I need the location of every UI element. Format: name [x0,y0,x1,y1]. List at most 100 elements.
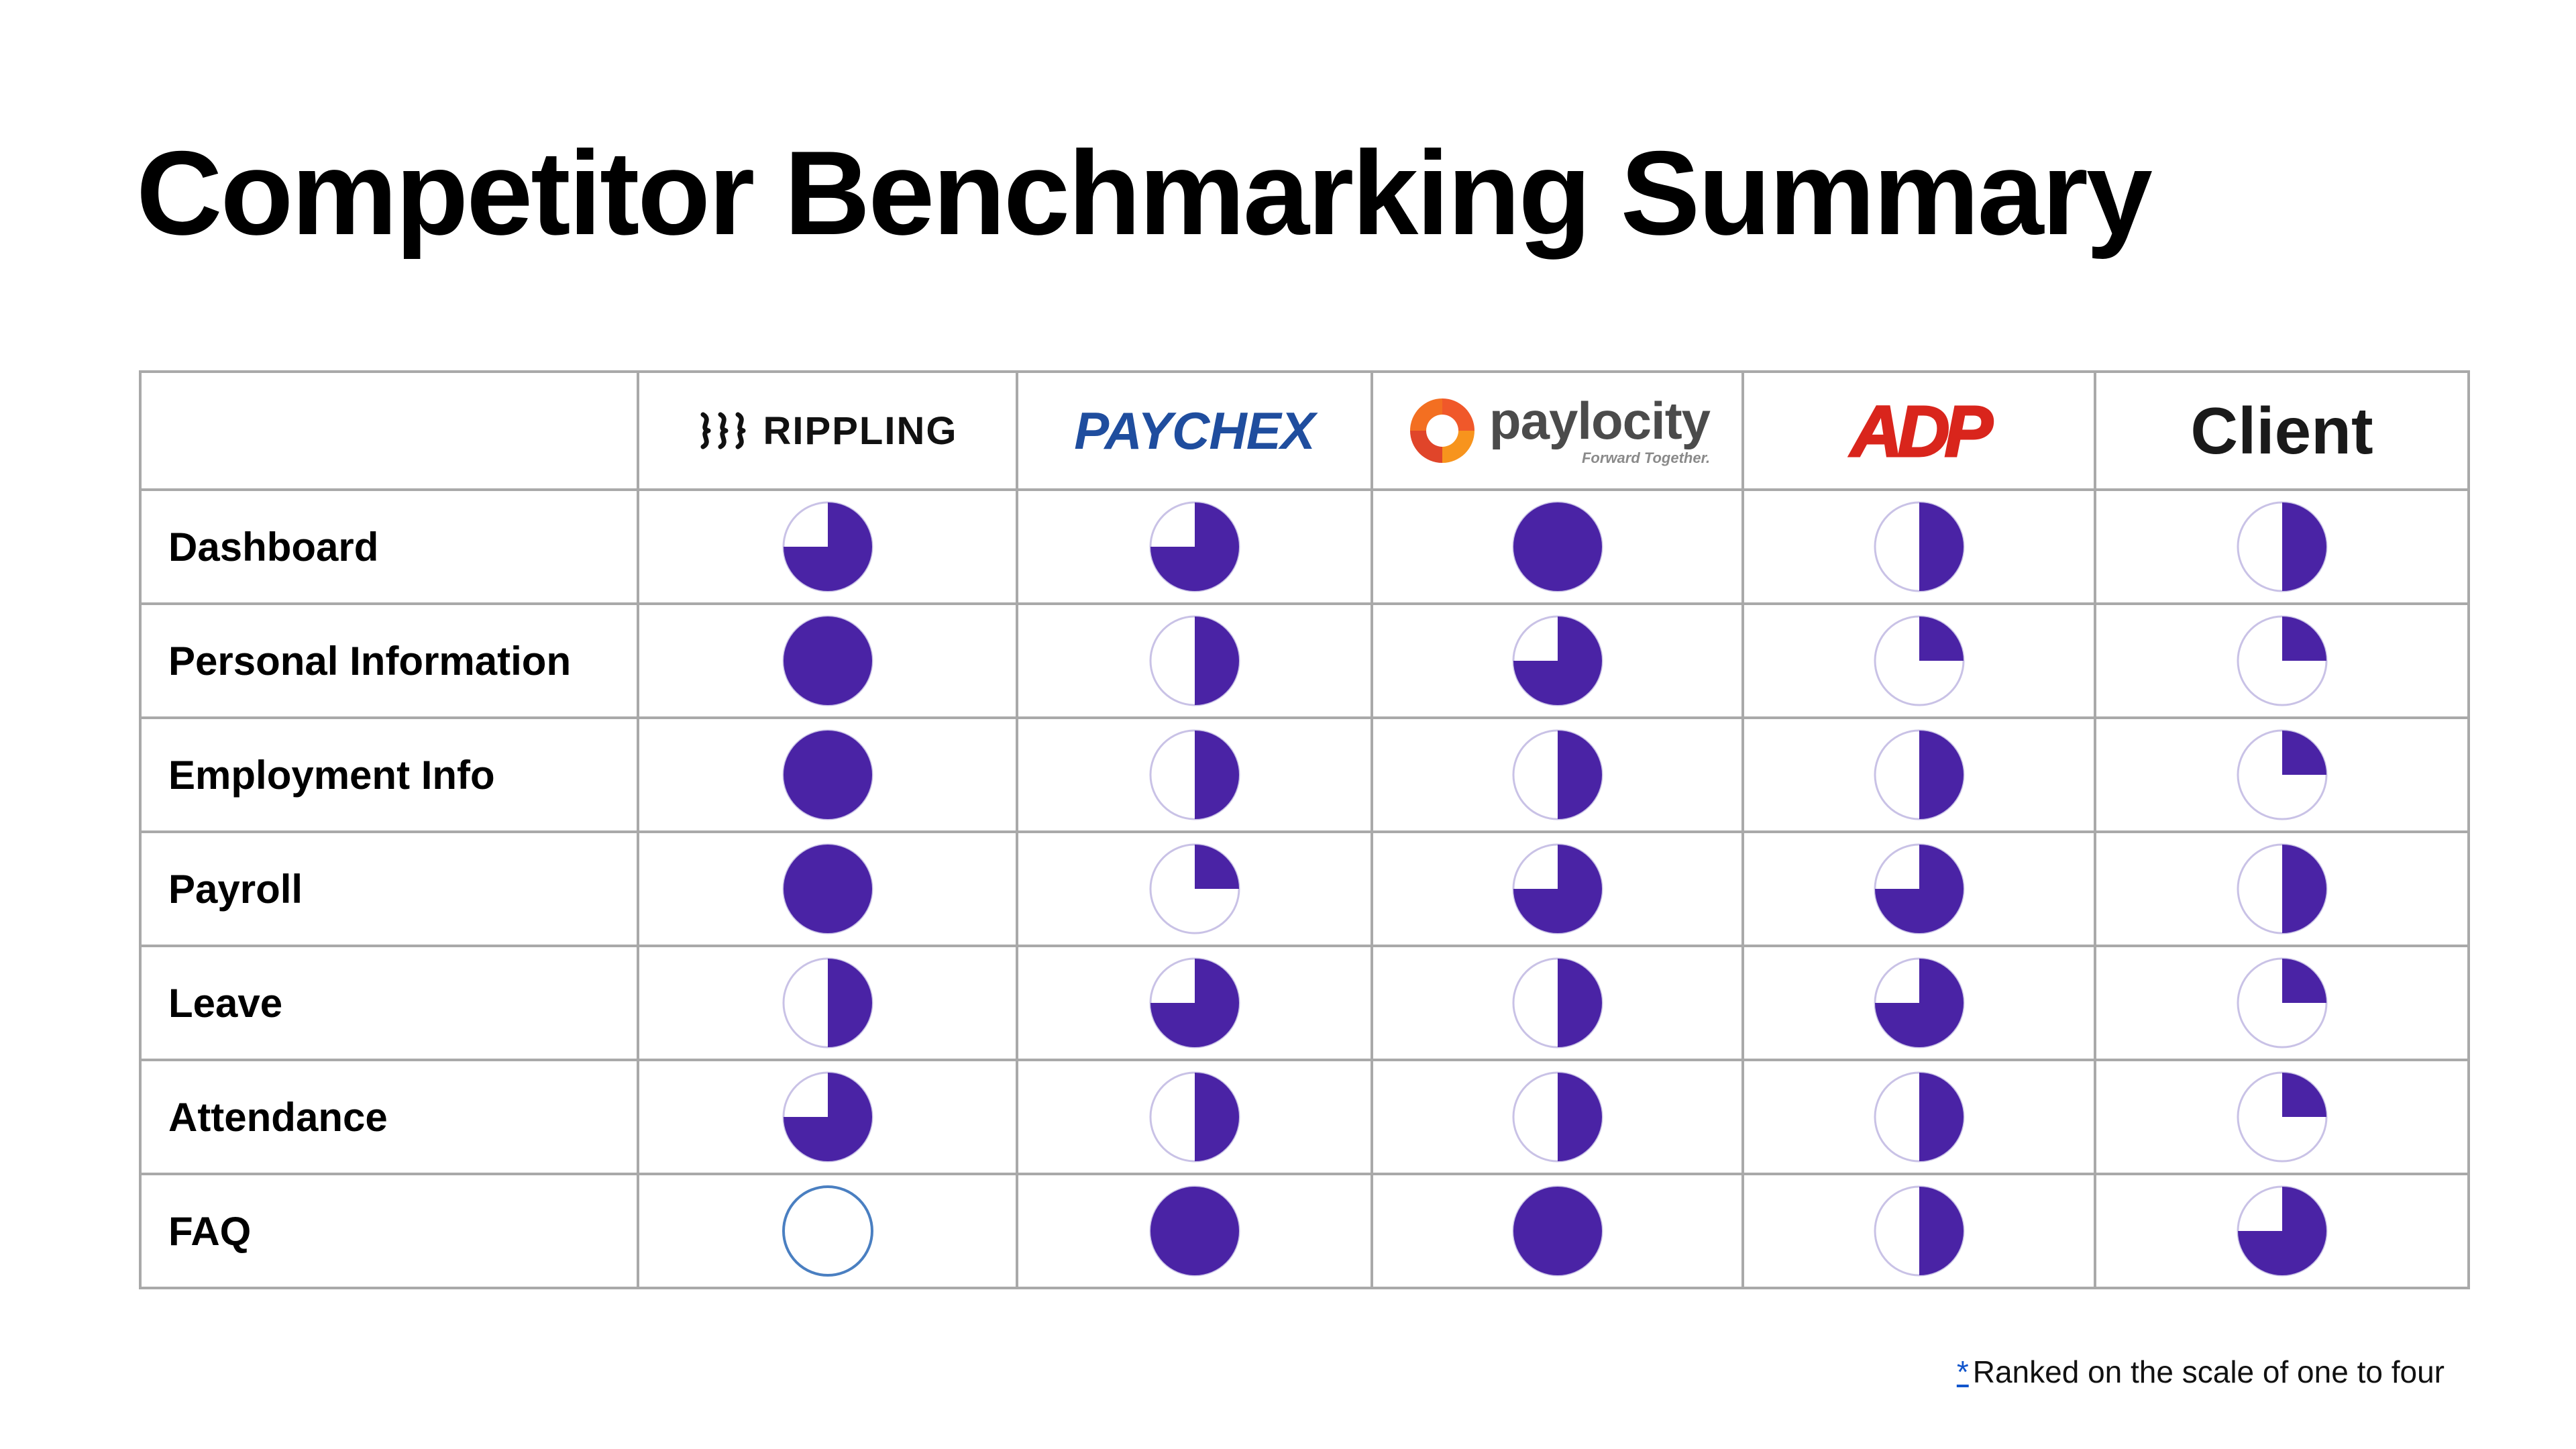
harvey-ball-icon [1874,1185,1964,1277]
col-header-paylocity: paylocity Forward Together. [1371,370,1744,491]
harvey-ball-fill [2237,1187,2326,1275]
harvey-ball-icon [2237,615,2327,706]
score-cell-rippling [637,1173,1018,1289]
harvey-ball-fill [1919,502,1964,591]
table-row: Employment Info [139,716,2470,833]
table-row: FAQ [139,1173,2470,1289]
score-cell-rippling [637,716,1018,833]
score-cell-paylocity [1371,1059,1744,1175]
score-cell-paychex [1016,830,1373,947]
rippling-logo-text: RIPPLING [763,409,958,453]
harvey-ball-icon [1149,957,1240,1049]
harvey-ball-icon [1512,1071,1603,1163]
score-cell-client [2094,1173,2470,1289]
harvey-ball-icon [1874,501,1964,592]
score-cell-paychex [1016,602,1373,719]
table-row: Leave [139,945,2470,1061]
harvey-ball-fill [827,959,872,1047]
paylocity-logo: paylocity Forward Together. [1405,391,1711,468]
harvey-ball-icon [2237,1071,2327,1163]
harvey-ball-icon [1149,843,1240,934]
score-cell-client [2094,945,2470,1061]
client-column-label: Client [2190,393,2373,468]
score-cell-rippling [637,488,1018,605]
harvey-ball-fill [1874,959,1964,1047]
harvey-ball-fill [1150,959,1239,1047]
score-cell-rippling [637,602,1018,719]
harvey-ball-fill [783,502,872,591]
table-row: Attendance [139,1059,2470,1175]
harvey-ball-fill [2282,845,2326,933]
harvey-ball-fill [783,616,872,705]
harvey-ball-icon [782,501,873,592]
score-cell-client [2094,488,2470,605]
harvey-ball-icon [1874,729,1964,820]
harvey-ball-icon [1149,729,1240,820]
harvey-ball-icon [1149,501,1240,592]
harvey-ball-fill [1150,1187,1239,1275]
harvey-ball-icon [2237,1185,2327,1277]
harvey-ball-outline [782,1185,873,1277]
harvey-ball-icon [782,615,873,706]
paylocity-logo-text: paylocity [1489,391,1711,450]
harvey-ball-icon [1874,957,1964,1049]
harvey-ball-fill [1557,731,1602,819]
paylocity-tagline: Forward Together. [1581,449,1711,466]
harvey-ball-fill [1874,845,1964,933]
harvey-ball-fill [783,845,872,933]
harvey-ball-icon [1512,957,1603,1049]
harvey-ball-icon [782,729,873,820]
benchmark-table: RIPPLING PAYCHEX paylocity [139,370,2470,1289]
harvey-ball-icon [1512,1185,1603,1277]
harvey-ball-fill [1194,1073,1239,1161]
score-cell-rippling [637,830,1018,947]
paylocity-logo-icon [1409,398,1474,463]
harvey-ball-icon [1874,1071,1964,1163]
harvey-ball-fill [1513,616,1602,705]
col-header-client: Client [2094,370,2470,491]
harvey-ball-fill [1557,959,1602,1047]
score-cell-paylocity [1371,830,1744,947]
score-cell-paylocity [1371,602,1744,719]
harvey-ball-icon [782,1185,873,1277]
header-row: RIPPLING PAYCHEX paylocity [139,370,2470,491]
slide-title: Competitor Benchmarking Summary [136,126,2153,260]
harvey-ball-icon [1874,843,1964,934]
harvey-ball-fill [2282,1073,2326,1117]
harvey-ball-fill [1919,1187,1964,1275]
score-cell-paychex [1016,1059,1373,1175]
harvey-ball-icon [1149,1071,1240,1163]
harvey-ball-icon [1512,501,1603,592]
harvey-ball-icon [1512,729,1603,820]
harvey-ball-fill [1194,845,1239,889]
harvey-ball-fill [1150,502,1239,591]
harvey-ball-fill [1919,1073,1964,1161]
harvey-ball-fill [1194,731,1239,819]
paychex-logo: PAYCHEX [1074,400,1316,462]
col-header-rippling: RIPPLING [637,370,1018,491]
harvey-ball-icon [1874,615,1964,706]
score-cell-paychex [1016,945,1373,1061]
header-empty-cell [139,370,639,491]
harvey-ball-fill [1557,1073,1602,1161]
adp-logo: ADP [1849,389,1994,473]
harvey-ball-fill [783,1073,872,1161]
score-cell-client [2094,716,2470,833]
score-cell-rippling [637,1059,1018,1175]
score-cell-paylocity [1371,1173,1744,1289]
score-cell-adp [1741,945,2096,1061]
harvey-ball-icon [1512,843,1603,934]
harvey-ball-fill [1194,616,1239,705]
score-cell-adp [1741,1059,2096,1175]
harvey-ball-fill [1513,502,1602,591]
col-header-adp: ADP [1741,370,2096,491]
harvey-ball-fill [1513,1187,1602,1275]
score-cell-client [2094,830,2470,947]
score-cell-paychex [1016,716,1373,833]
harvey-ball-fill [2282,616,2326,661]
footnote-marker[interactable]: * [1956,1354,1969,1389]
harvey-ball-icon [782,957,873,1049]
row-label: FAQ [139,1173,639,1289]
score-cell-paylocity [1371,945,1744,1061]
harvey-ball-fill [1919,616,1964,661]
